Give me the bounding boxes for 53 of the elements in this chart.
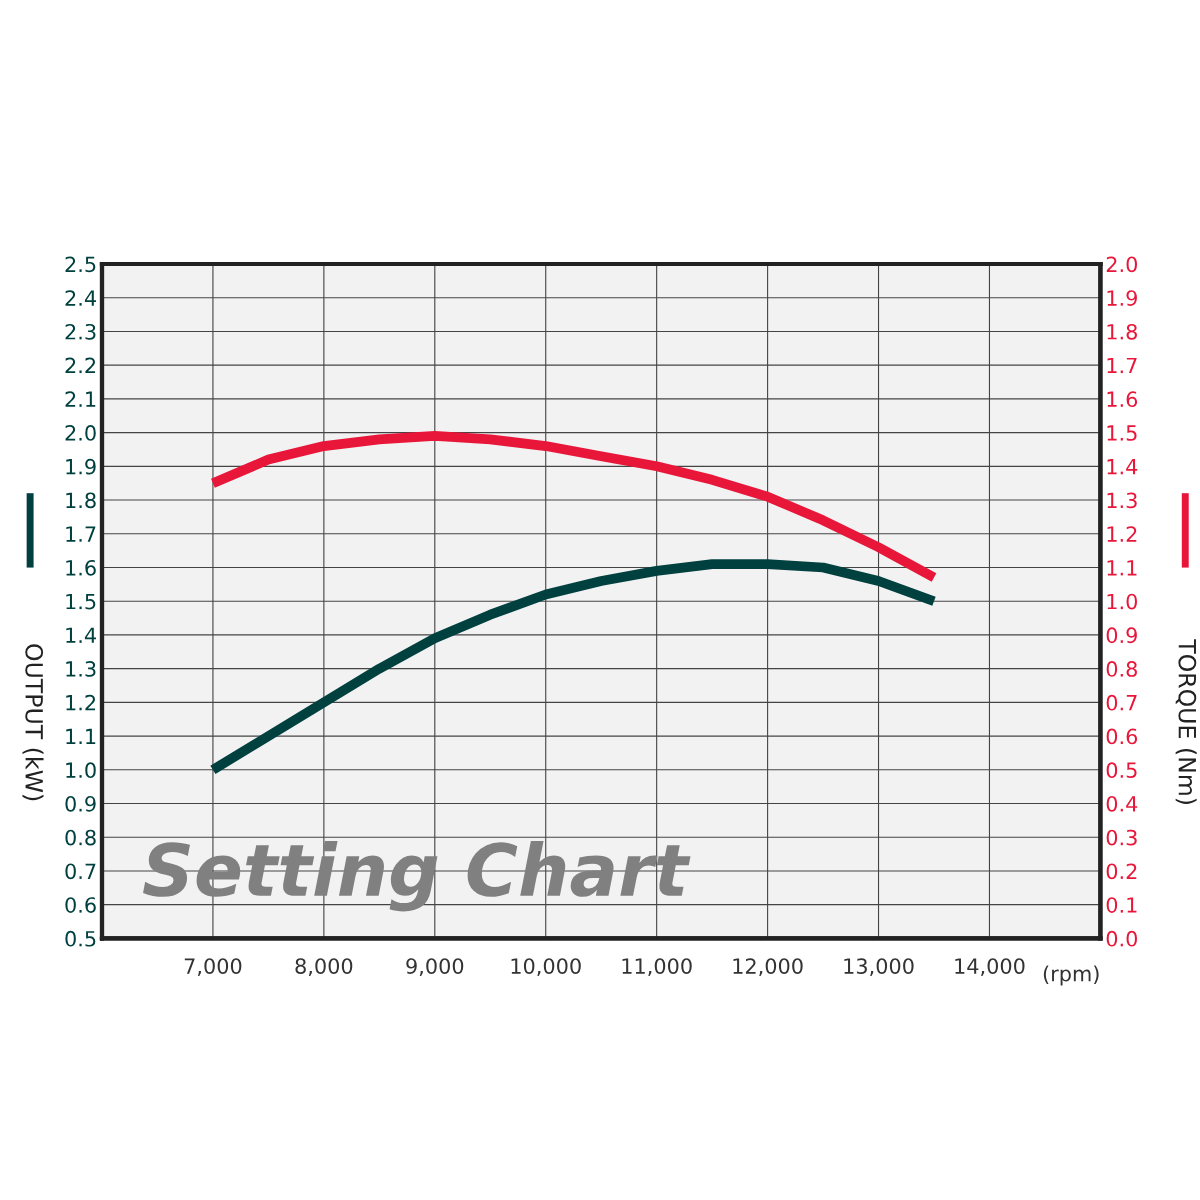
y-tick-label: 0.8: [65, 829, 96, 846]
y-tick-label: 0.7: [65, 863, 96, 880]
y-tick-label: 2.3: [65, 323, 96, 340]
y2-tick-label: 1.5: [1107, 425, 1137, 441]
y2-tick-label: 0.0: [1106, 930, 1138, 947]
y-tick-label: 1.4: [66, 627, 96, 643]
y2-tick-label: 1.8: [1107, 323, 1137, 340]
y2-tick-label: 0.6: [1106, 728, 1138, 745]
y2-tick-label: 0.1: [1106, 897, 1137, 913]
y-tick-label: 1.3: [66, 661, 96, 677]
x-tick-label: 13,000: [844, 958, 914, 977]
y-tick-label: 1.2: [66, 694, 96, 711]
y2-tick-label: 0.5: [1106, 762, 1137, 779]
y2-tick-label: 1.3: [1107, 492, 1137, 509]
y2-tick-label: 0.4: [1106, 795, 1138, 812]
y-tick-label: 1.1: [66, 728, 96, 744]
y2-tick-label: 1.9: [1107, 290, 1137, 306]
x-tick-label: 7,000: [184, 958, 242, 977]
x-tick-label: 11,000: [622, 958, 692, 977]
x-tick-label: 14,000: [955, 958, 1025, 977]
x-tick-label: 12,000: [733, 958, 803, 977]
x-tick-label: 9,000: [406, 958, 464, 977]
y2-tick-label: 2.0: [1106, 256, 1138, 273]
y-tick-label: 1.5: [66, 593, 96, 610]
y-axis-title: OUTPUT (kW): [22, 644, 44, 801]
y2-tick-label: 1.1: [1107, 560, 1137, 576]
y-tick-label: 0.9: [65, 795, 96, 812]
y-tick-label: 1.9: [66, 458, 96, 475]
y2-tick-label: 1.4: [1107, 459, 1138, 475]
y-tick-label: 2.2: [65, 357, 96, 374]
y2-tick-label: 0.2: [1106, 863, 1137, 880]
y-tick-label: 1.8: [66, 492, 96, 509]
x-tick-label: 10,000: [511, 958, 581, 977]
y-tick-label: 1.7: [66, 526, 96, 542]
y2-axis-title: TORQUE (Nm): [1175, 639, 1197, 804]
y-tick-label: 1.6: [66, 559, 96, 576]
y2-tick-label: 0.9: [1106, 627, 1137, 644]
y2-tick-label: 0.3: [1106, 829, 1137, 846]
y-tick-label: 2.4: [65, 290, 96, 306]
y2-tick-label: 1.2: [1107, 526, 1137, 542]
x-tick-label: 8,000: [295, 958, 353, 977]
x-axis-title: (rpm): [1043, 965, 1099, 986]
y2-tick-label: 0.7: [1106, 694, 1137, 711]
y-tick-label: 1.0: [66, 762, 96, 779]
y-tick-label: 2.0: [65, 425, 96, 441]
y2-tick-label: 0.8: [1106, 661, 1137, 677]
y2-tick-label: 1.7: [1107, 357, 1137, 374]
y-tick-label: 0.5: [65, 930, 96, 947]
y2-tick-label: 1.6: [1107, 391, 1138, 408]
y-tick-label: 2.1: [65, 391, 96, 407]
y-tick-label: 0.6: [65, 897, 96, 913]
y2-tick-label: 1.0: [1107, 593, 1138, 610]
y-tick-label: 2.5: [65, 256, 96, 273]
